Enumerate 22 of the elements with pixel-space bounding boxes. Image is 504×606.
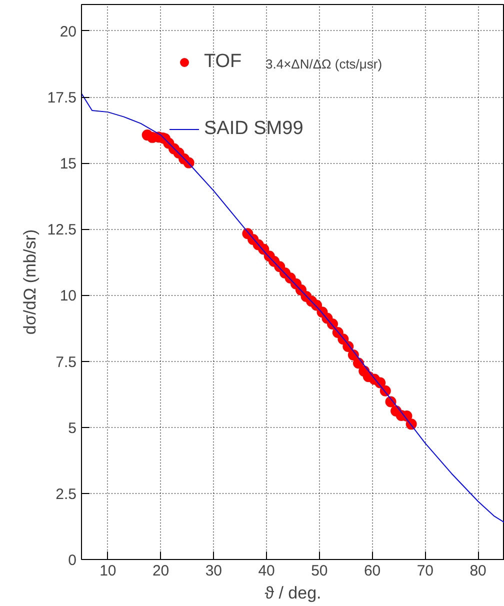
x-tick-label: 80 (470, 562, 486, 580)
x-tick-label: 10 (100, 562, 116, 580)
x-tick-label: 50 (311, 562, 328, 580)
y-tick-label: 12.5 (47, 222, 77, 239)
annotation: 3.4×ΔN/ΔΩ (cts/μsr) (266, 56, 382, 72)
x-tick-label: 20 (152, 562, 170, 580)
legend-label: TOF (204, 51, 242, 73)
y-tick-label: 17.5 (47, 90, 77, 106)
y-tick-label: 15 (60, 156, 77, 173)
y-tick-label: 7.5 (56, 354, 77, 371)
y-tick-label: 10 (60, 288, 77, 305)
y-tick-label: 20 (60, 23, 77, 40)
x-tick-label: 70 (416, 562, 434, 580)
y-tick-label: 2.5 (56, 486, 77, 503)
legend-label: SAID SM99 (204, 118, 304, 140)
x-axis-title: ϑ / deg. (264, 584, 322, 602)
x-tick-label: 30 (205, 562, 222, 580)
y-axis-title: dσ/dΩ (mb/sr) (20, 229, 40, 335)
y-tick-label: 0 (68, 552, 76, 569)
x-tick-label: 60 (364, 562, 381, 580)
x-tick-label: 40 (258, 562, 275, 580)
y-tick-label: 5 (68, 420, 76, 437)
